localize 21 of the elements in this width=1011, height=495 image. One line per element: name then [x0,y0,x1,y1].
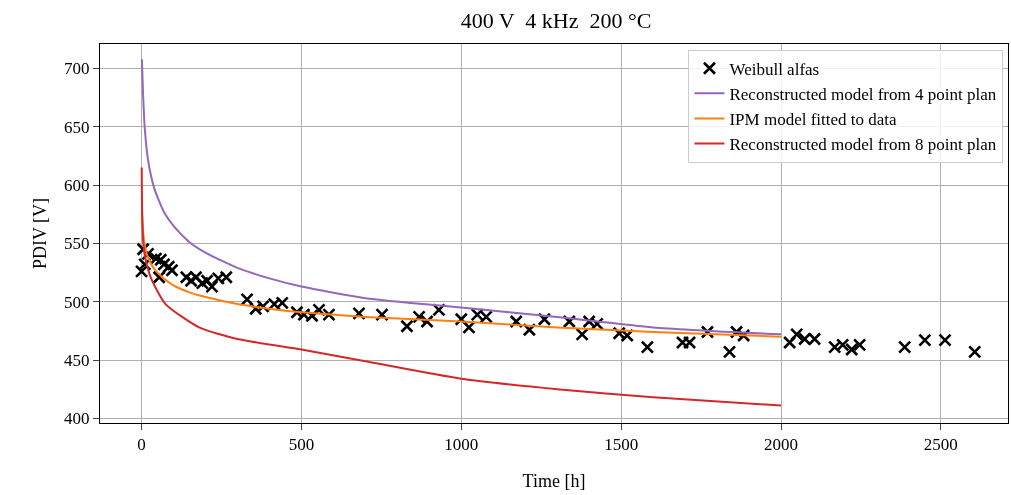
chart-title: 400 V 4 kHz 200 °C [460,7,652,33]
legend-label: Weibull alfas [729,59,820,79]
y-tick-label: 650 [64,117,90,137]
legend-label: Reconstructed model from 4 point plan [729,84,997,104]
y-axis-title: PDIV [V] [30,197,51,270]
legend-label: Reconstructed model from 8 point plan [729,135,997,155]
y-tick-label: 400 [64,409,90,429]
y-tick-label: 450 [64,350,90,370]
line-series [140,166,782,407]
y-tick-label: 500 [64,292,90,312]
x-tick-label: 2500 [923,435,958,455]
x-tick-label: 1500 [604,435,639,455]
x-axis-title: Time [h] [522,471,586,491]
x-tick-label: 1000 [444,435,479,455]
y-tick-label: 600 [64,176,90,196]
y-tick-label: 550 [64,234,90,254]
x-tick-label: 0 [137,435,146,455]
y-tick-label: 700 [64,59,90,79]
x-tick-label: 2000 [764,435,798,455]
legend-label: IPM model fitted to data [729,110,898,130]
x-tick-label: 500 [288,435,315,455]
